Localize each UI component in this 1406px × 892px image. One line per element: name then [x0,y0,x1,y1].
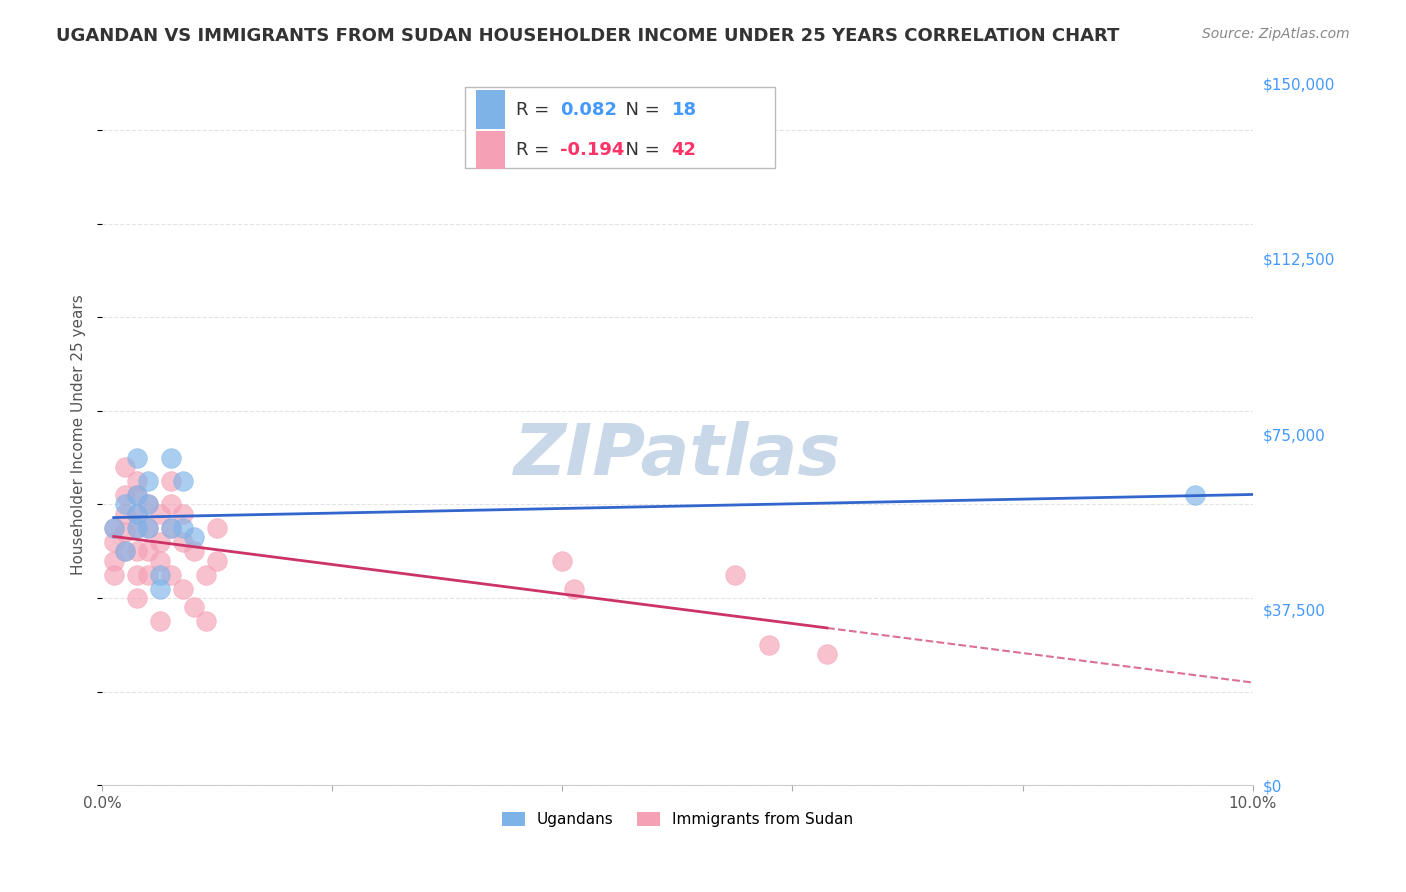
Point [149,507,172,521]
Point [183,530,205,544]
Point [114,544,136,558]
Point [758,638,780,652]
Point [183,544,205,558]
Point [160,498,183,512]
Point [149,553,172,567]
Point [114,544,136,558]
Point [136,544,159,558]
Point [103,521,125,535]
Point [149,567,172,582]
Point [136,521,159,535]
FancyBboxPatch shape [464,87,775,168]
Point [125,474,148,488]
Point [149,582,172,596]
Point [551,553,574,567]
Point [194,567,217,582]
Legend: Ugandans, Immigrants from Sudan: Ugandans, Immigrants from Sudan [496,806,859,834]
Point [160,474,183,488]
Point [149,534,172,549]
Point [114,507,136,521]
Point [136,567,159,582]
Point [815,647,838,661]
Text: R =: R = [516,141,555,159]
Point [125,507,148,521]
Point [172,521,194,535]
Point [136,498,159,512]
Text: N =: N = [614,101,665,119]
FancyBboxPatch shape [477,130,505,169]
Point [114,460,136,475]
Point [160,450,183,465]
Text: UGANDAN VS IMMIGRANTS FROM SUDAN HOUSEHOLDER INCOME UNDER 25 YEARS CORRELATION C: UGANDAN VS IMMIGRANTS FROM SUDAN HOUSEHO… [56,27,1119,45]
Point [103,567,125,582]
Point [207,553,229,567]
Point [172,474,194,488]
Point [1184,488,1206,502]
Point [103,553,125,567]
Point [562,582,585,596]
Point [207,521,229,535]
Point [172,534,194,549]
Point [724,567,747,582]
Point [103,534,125,549]
Point [136,474,159,488]
Text: -0.194: -0.194 [560,141,624,159]
Point [149,615,172,629]
Point [160,567,183,582]
Text: Source: ZipAtlas.com: Source: ZipAtlas.com [1202,27,1350,41]
Point [125,488,148,502]
Point [160,521,183,535]
Point [194,615,217,629]
FancyBboxPatch shape [477,90,505,128]
Point [125,544,148,558]
Text: 18: 18 [672,101,697,119]
Point [136,521,159,535]
Text: ZIPatlas: ZIPatlas [513,421,841,490]
Point [172,582,194,596]
Text: 0.082: 0.082 [560,101,617,119]
Point [125,521,148,535]
Text: R =: R = [516,101,555,119]
Point [183,600,205,615]
Point [125,567,148,582]
Point [114,498,136,512]
Point [114,488,136,502]
Point [125,521,148,535]
Point [114,525,136,540]
Point [125,450,148,465]
Point [125,591,148,605]
Point [125,488,148,502]
Point [160,521,183,535]
Text: N =: N = [614,141,665,159]
Point [172,507,194,521]
Text: 42: 42 [672,141,697,159]
Point [125,507,148,521]
Point [136,498,159,512]
Point [103,521,125,535]
Y-axis label: Householder Income Under 25 years: Householder Income Under 25 years [72,293,86,574]
